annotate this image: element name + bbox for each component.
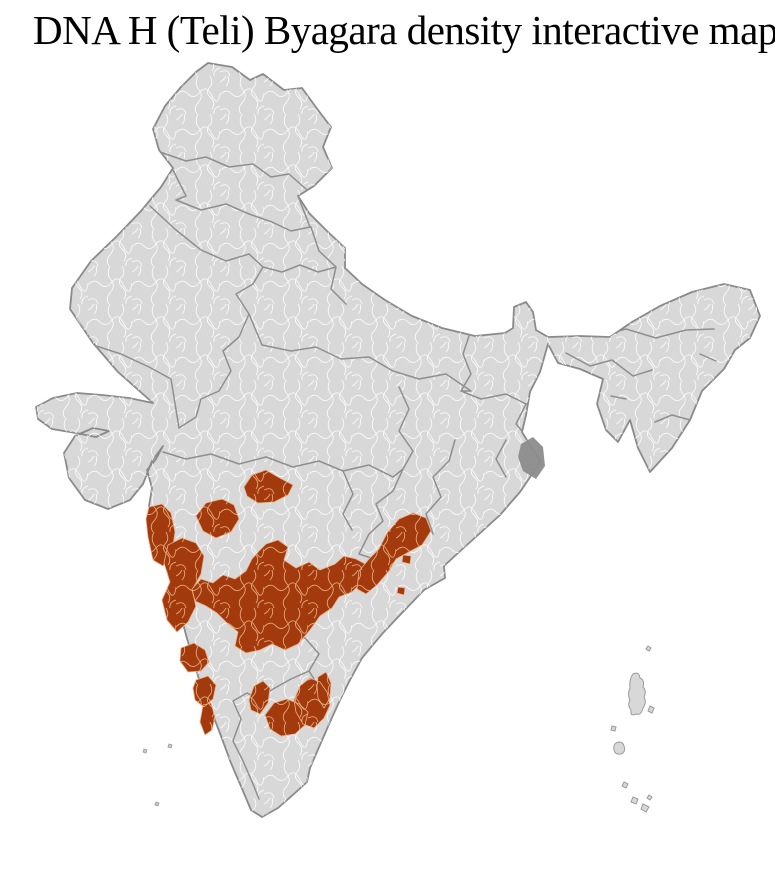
page-title: DNA H (Teli) Byagara density interactive…: [33, 7, 775, 53]
sundarbans-delta-shade: [518, 437, 545, 479]
andaman-nicobar-islands[interactable]: [610, 645, 655, 813]
lakshadweep-islands[interactable]: [142, 743, 173, 807]
